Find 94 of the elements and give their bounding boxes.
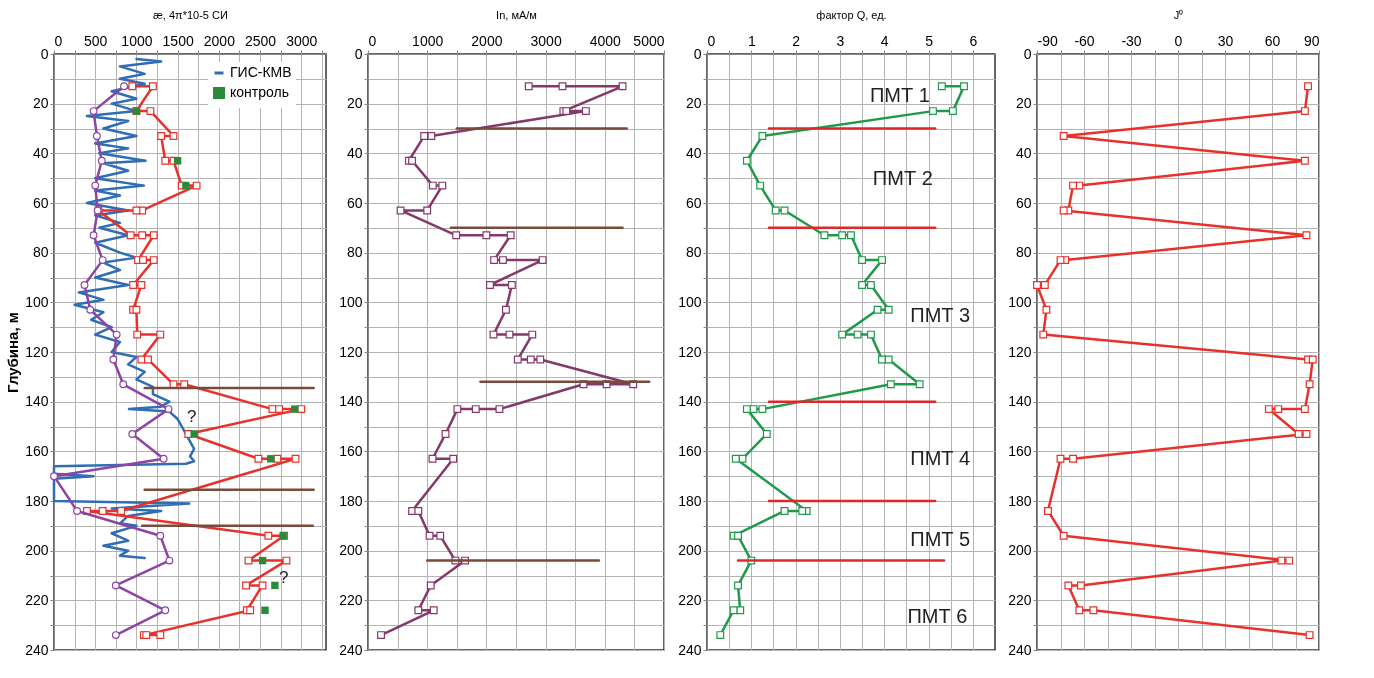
x-tick-label: 2 <box>792 32 801 49</box>
y-tick-label: 60 <box>685 194 702 211</box>
x-tick-label: 0 <box>368 32 377 49</box>
y-tick-label: 80 <box>685 244 702 261</box>
y-tick-label: 60 <box>1015 194 1032 211</box>
x-tick-label: 5 <box>925 32 934 49</box>
y-tick-label: 0 <box>1023 45 1032 62</box>
x-tick-label: -60 <box>1074 32 1095 49</box>
x-tick-label: 0 <box>707 32 716 49</box>
x-tick-label: 90 <box>1303 32 1320 49</box>
y-tick-label: 200 <box>678 542 702 559</box>
y-tick-label: 160 <box>339 442 363 459</box>
x-tick-label: 1500 <box>162 32 194 49</box>
y-tick-label: 200 <box>25 542 49 559</box>
y-tick-label: 240 <box>339 641 363 658</box>
y-tick-label: 120 <box>1008 343 1032 360</box>
x-tick-label: 1 <box>747 32 756 49</box>
y-tick-label: 100 <box>678 293 702 310</box>
y-tick-label: 40 <box>1015 144 1032 161</box>
y-tick-label: 120 <box>678 343 702 360</box>
y-tick-label: 40 <box>685 144 702 161</box>
x-axis-title: æ, 4π*10-5 СИ <box>153 8 228 21</box>
y-tick-label: 140 <box>678 393 702 410</box>
x-tick-label: 5000 <box>633 32 665 49</box>
y-tick-label: 40 <box>32 144 49 161</box>
y-tick-label: 220 <box>25 591 49 608</box>
y-tick-label: 0 <box>693 45 702 62</box>
x-tick-label: 3000 <box>286 32 318 49</box>
x-tick-label: 4000 <box>589 32 622 49</box>
y-tick-label: 240 <box>25 641 49 658</box>
x-tick-label: 1000 <box>121 32 153 49</box>
y-tick-label: 220 <box>1008 591 1032 608</box>
y-tick-label: 100 <box>339 293 363 310</box>
x-tick-label: 6 <box>969 32 978 49</box>
y-tick-label: 200 <box>1008 542 1032 559</box>
y-tick-label: 240 <box>678 641 702 658</box>
annotation: ? <box>187 406 197 426</box>
x-tick-label: 3 <box>836 32 845 49</box>
annotation: ПМТ 6 <box>907 605 968 628</box>
x-axis-title: In, мА/м <box>496 8 537 21</box>
y-tick-label: 80 <box>32 244 49 261</box>
y-tick-label: 80 <box>346 244 363 261</box>
y-tick-label: 220 <box>339 591 363 608</box>
y-tick-label: 140 <box>25 393 49 410</box>
y-tick-label: 60 <box>32 194 49 211</box>
x-axis-title: фактор Q, ед. <box>816 8 887 21</box>
y-tick-label: 0 <box>354 45 363 62</box>
y-tick-label: 140 <box>339 393 363 410</box>
y-tick-label: 140 <box>1008 393 1032 410</box>
legend-label: ГИС-КМВ <box>230 64 292 80</box>
x-tick-label: 2500 <box>244 32 277 49</box>
x-tick-label: 500 <box>84 32 108 49</box>
y-tick-label: 100 <box>25 293 49 310</box>
x-tick-label: -90 <box>1037 32 1058 49</box>
y-tick-label: 0 <box>40 45 49 62</box>
y-tick-label: 220 <box>678 591 702 608</box>
annotation: ПМТ 1 <box>869 83 930 106</box>
y-tick-label: 180 <box>339 492 363 509</box>
y-tick-label: 160 <box>678 442 702 459</box>
x-tick-label: 4 <box>880 32 889 49</box>
y-tick-label: 20 <box>32 95 49 112</box>
annotation: ПМТ 5 <box>910 527 971 550</box>
y-axis-title: Глубина, м <box>4 312 22 393</box>
x-tick-label: 3000 <box>530 32 562 49</box>
y-tick-label: 160 <box>25 442 49 459</box>
y-tick-label: 40 <box>346 144 363 161</box>
x-tick-label: -30 <box>1121 32 1142 49</box>
x-tick-label: 0 <box>54 32 63 49</box>
x-tick-label: 2000 <box>203 32 236 49</box>
y-tick-label: 20 <box>685 95 702 112</box>
y-tick-label: 200 <box>339 542 363 559</box>
y-tick-label: 240 <box>1008 641 1032 658</box>
y-tick-label: 160 <box>1008 442 1032 459</box>
y-tick-label: 120 <box>339 343 363 360</box>
legend-label: контроль <box>230 84 289 100</box>
y-tick-label: 180 <box>678 492 702 509</box>
annotation: ПМТ 3 <box>910 304 971 327</box>
y-tick-label: 60 <box>346 194 363 211</box>
x-tick-label: 1000 <box>412 32 444 49</box>
y-tick-label: 180 <box>1008 492 1032 509</box>
y-tick-label: 20 <box>1015 95 1032 112</box>
annotation: ? <box>279 567 289 587</box>
y-tick-label: 20 <box>346 95 363 112</box>
x-tick-label: 0 <box>1174 32 1183 49</box>
annotation: ПМТ 4 <box>910 447 971 470</box>
x-tick-label: 30 <box>1217 32 1234 49</box>
y-tick-label: 180 <box>25 492 49 509</box>
y-tick-label: 120 <box>25 343 49 360</box>
x-tick-label: 2000 <box>471 32 503 49</box>
annotation: ПМТ 2 <box>872 167 933 190</box>
x-axis-title: J⁰ <box>1173 8 1184 21</box>
y-tick-label: 80 <box>1015 244 1032 261</box>
y-tick-label: 100 <box>1008 293 1032 310</box>
x-tick-label: 60 <box>1264 32 1281 49</box>
